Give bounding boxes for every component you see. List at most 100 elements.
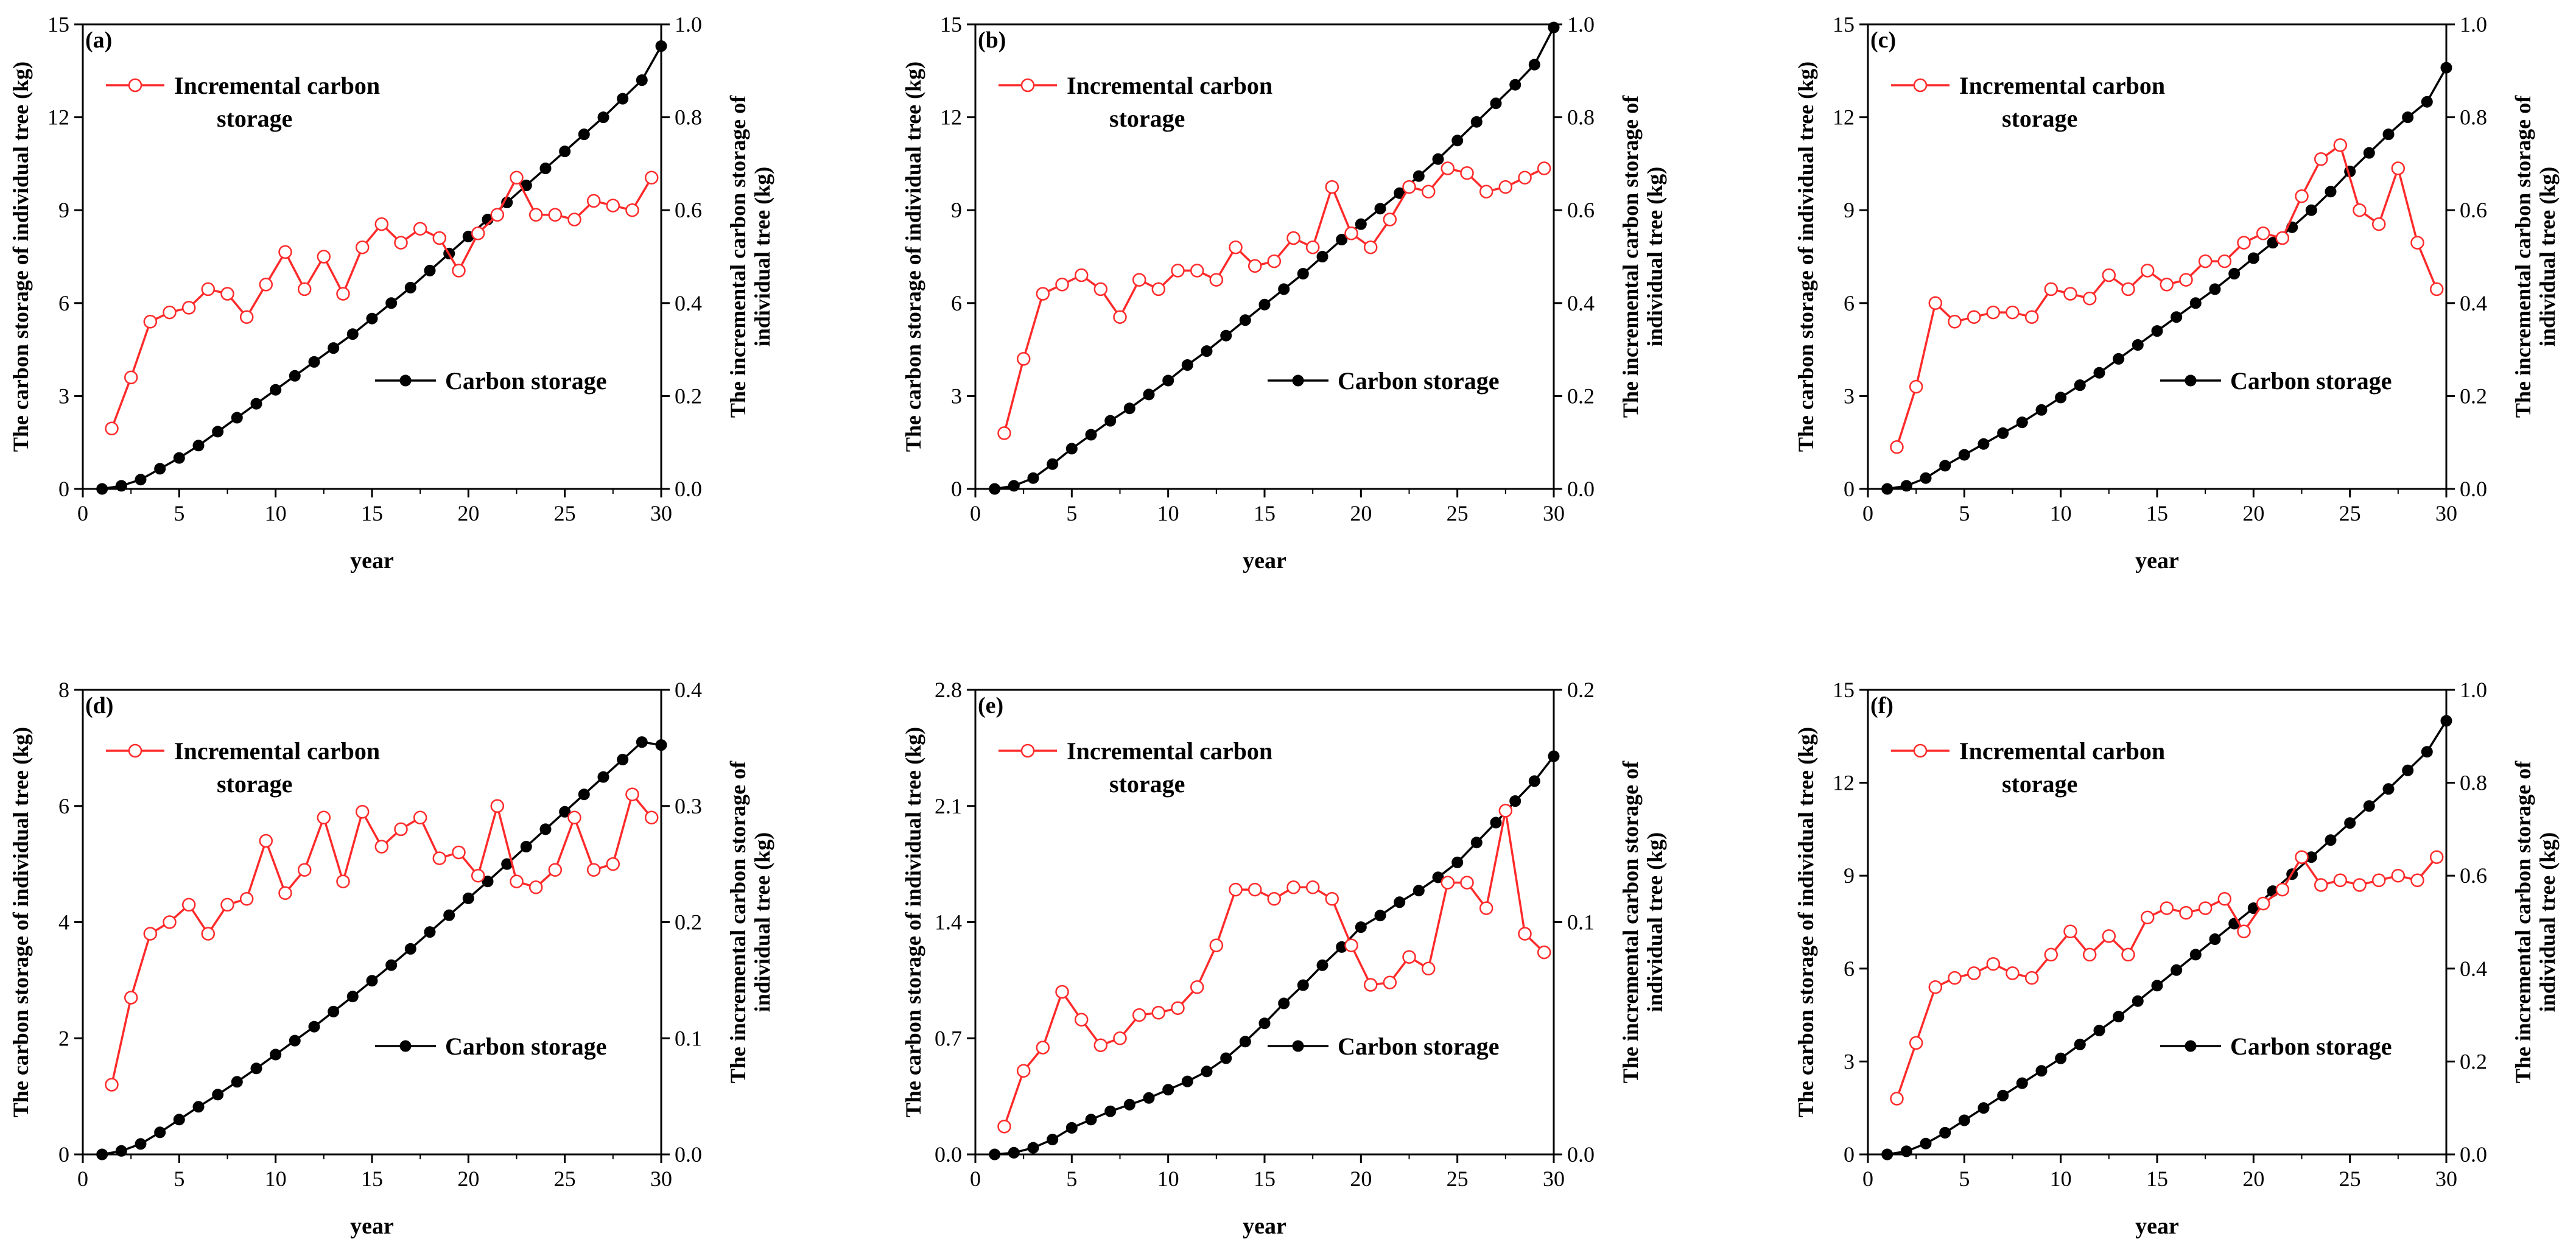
cumulative-point	[1065, 1122, 1078, 1134]
y-tick-label: 3	[1844, 1049, 1855, 1073]
y2-axis-title-line1: The incremental carbon storage of	[726, 760, 750, 1083]
incremental-point	[1190, 980, 1204, 994]
incremental-point	[1986, 305, 2001, 320]
x-tick-label: 5	[1959, 1167, 1970, 1191]
incremental-point	[201, 927, 216, 941]
y-tick-label: 3	[58, 384, 69, 408]
cumulative-point	[617, 93, 629, 105]
legend-cumulative-marker	[399, 1040, 412, 1052]
x-tick-label: 20	[457, 501, 479, 525]
incremental-point	[644, 170, 659, 185]
cumulative-point	[1258, 1017, 1271, 1030]
incremental-point	[2006, 966, 2020, 980]
cumulative-point	[2189, 949, 2202, 961]
cumulative-point	[2382, 783, 2395, 795]
cumulative-point	[135, 1138, 147, 1150]
incremental-point	[1151, 1006, 1166, 1020]
cumulative-point	[2363, 147, 2375, 159]
y2-tick-label: 0.8	[2460, 771, 2487, 795]
cumulative-point	[270, 384, 282, 396]
y2-tick-label: 0.0	[2460, 477, 2487, 501]
y2-tick-label: 0.8	[1567, 105, 1595, 130]
legend-cumulative-label: Carbon storage	[445, 1033, 607, 1060]
incremental-point	[1248, 259, 1262, 273]
x-tick-label: 30	[650, 1167, 672, 1191]
y-axis-title: The carbon storage of individual tree (k…	[9, 61, 33, 452]
panel-label: (a)	[85, 27, 112, 53]
incremental-point	[1498, 180, 1513, 194]
legend-incremental-label: Incremental carbon	[174, 72, 380, 99]
incremental-point	[1421, 961, 1436, 976]
y-tick-label: 9	[1844, 198, 1855, 222]
y2-tick-label: 0.2	[2460, 384, 2487, 408]
incremental-point	[143, 315, 158, 329]
cumulative-point	[1900, 1145, 1912, 1157]
cumulative-point	[1008, 1146, 1020, 1159]
cumulative-point	[1143, 388, 1155, 401]
cumulative-point	[2247, 252, 2259, 264]
cumulative-point	[2209, 933, 2221, 945]
incremental-point	[2314, 878, 2328, 892]
cumulative-point	[1316, 959, 1328, 971]
y-tick-label: 6	[58, 291, 69, 315]
y-tick-label: 9	[58, 198, 69, 222]
incremental-point	[1171, 264, 1185, 278]
cumulative-point	[2151, 980, 2163, 992]
incremental-point	[1383, 975, 1397, 989]
incremental-point	[1344, 938, 1358, 952]
cumulative-point	[1548, 21, 1560, 33]
incremental-line	[1895, 143, 2438, 448]
incremental-point	[1479, 184, 1493, 198]
y-tick-label: 12	[940, 105, 962, 130]
cumulative-point	[2035, 1065, 2048, 1077]
cumulative-point	[2016, 1077, 2028, 1089]
cumulative-point	[2305, 204, 2317, 216]
cumulative-point	[520, 841, 532, 852]
incremental-point	[2371, 873, 2386, 888]
incremental-point	[2082, 291, 2097, 306]
y-tick-label: 1.4	[935, 910, 962, 935]
incremental-point	[567, 212, 581, 226]
incremental-point	[220, 897, 234, 912]
cumulative-point	[308, 356, 320, 368]
x-tick-label: 30	[1543, 1167, 1565, 1191]
y-tick-label: 0	[1844, 1142, 1855, 1167]
cumulative-point	[1181, 359, 1193, 371]
cumulative-point	[404, 281, 416, 293]
incremental-point	[2256, 226, 2270, 241]
x-tick-label: 10	[1157, 1167, 1179, 1191]
cumulative-point	[270, 1048, 282, 1061]
cumulative-point	[1394, 896, 1406, 908]
incremental-point	[1151, 282, 1166, 297]
incremental-point	[625, 787, 639, 801]
cumulative-point	[2421, 96, 2433, 108]
cumulative-point	[1123, 402, 1135, 415]
cumulative-point	[1528, 775, 1540, 787]
x-tick-label: 5	[174, 1167, 184, 1191]
incremental-point	[1928, 980, 1943, 994]
incremental-point	[2044, 282, 2058, 297]
chart-panel: 0 5 10 15 20 25 30 0 3 6 9 12 15 0.0 0.2 0.4 0.6 0.8 1.0 ye…	[9, 12, 774, 574]
y2-tick-label: 1.0	[1567, 12, 1595, 37]
cumulative-point	[597, 771, 609, 783]
cumulative-point	[1509, 795, 1521, 807]
incremental-point	[2044, 947, 2058, 962]
cumulative-point	[1104, 1105, 1117, 1117]
incremental-point	[1383, 212, 1397, 226]
incremental-point	[1967, 966, 1981, 980]
cumulative-point	[2055, 392, 2067, 404]
x-tick-label: 25	[1447, 501, 1469, 525]
incremental-point	[1460, 166, 1474, 180]
y2-tick-label: 0.2	[675, 910, 702, 935]
legend-incremental-label-2: storage	[2002, 770, 2077, 798]
y-tick-label: 6	[951, 291, 962, 315]
incremental-point	[2371, 217, 2386, 231]
cumulative-point	[346, 991, 359, 1003]
y2-tick-label: 0.2	[2460, 1049, 2487, 1073]
incremental-point	[567, 810, 581, 825]
x-tick-label: 15	[361, 1167, 383, 1191]
y2-tick-label: 0.0	[2460, 1142, 2487, 1167]
panel-label: (b)	[978, 27, 1006, 53]
x-tick-label: 10	[265, 1167, 287, 1191]
incremental-point	[2121, 282, 2135, 297]
